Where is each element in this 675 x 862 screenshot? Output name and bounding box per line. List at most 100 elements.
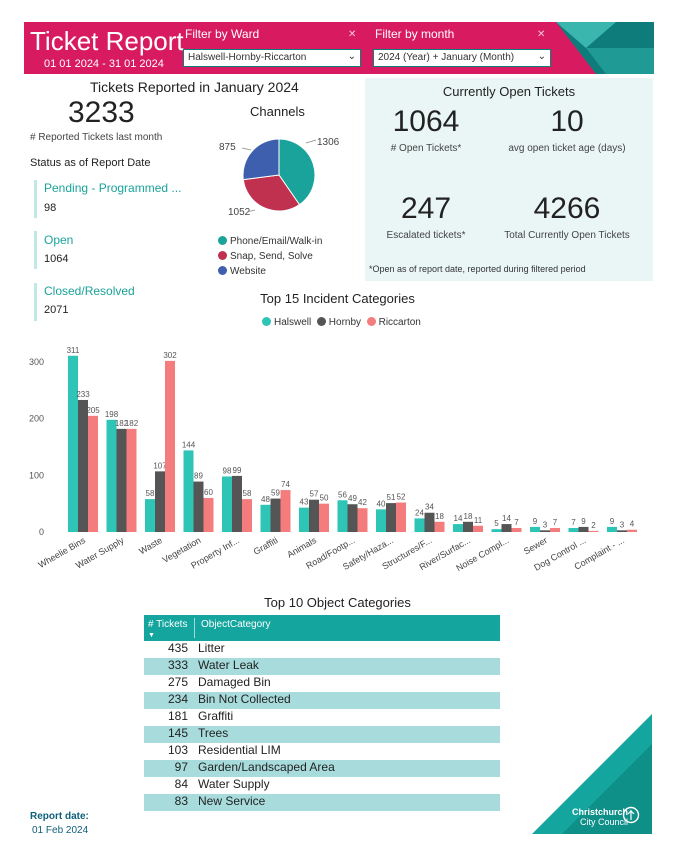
bar-halswell-9[interactable] xyxy=(414,518,425,532)
pie-leader-lines xyxy=(241,139,317,213)
bar-hornby-2[interactable] xyxy=(155,471,165,532)
bar-hornby-4[interactable] xyxy=(232,475,242,532)
table-row[interactable]: 181 Graffiti xyxy=(144,709,500,726)
bar-riccarton-14[interactable] xyxy=(627,529,637,532)
bar-halswell-5[interactable] xyxy=(260,504,271,532)
bar-riccarton-4[interactable] xyxy=(242,499,252,532)
bar-riccarton-13[interactable] xyxy=(588,530,599,532)
bar-halswell-4[interactable] xyxy=(222,476,232,532)
bar-riccarton-2[interactable] xyxy=(165,360,175,532)
data-label: 58 xyxy=(146,489,155,498)
bar-halswell-12[interactable] xyxy=(530,526,540,532)
legend-item-website[interactable]: Website xyxy=(218,264,322,279)
bar-halswell-10[interactable] xyxy=(453,524,463,532)
legend-item-riccarton[interactable]: Riccarton xyxy=(366,317,421,328)
month-filter-clear-icon[interactable]: ✕ xyxy=(537,29,546,40)
sort-desc-icon[interactable]: ▼ xyxy=(148,632,155,639)
bar-hornby-10[interactable] xyxy=(463,521,473,532)
cell-category: Residential LIM xyxy=(198,743,281,757)
legend-item-phone[interactable]: Phone/Email/Walk-in xyxy=(218,234,322,249)
bar-riccarton-7[interactable] xyxy=(357,508,368,532)
y-tick-label: 0 xyxy=(39,527,44,537)
column-header-category[interactable]: ObjectCategory xyxy=(195,615,270,641)
bar-hornby-0[interactable] xyxy=(78,399,88,532)
bar-riccarton-0[interactable] xyxy=(88,415,98,532)
legend-item-halswell[interactable]: Halswell xyxy=(262,317,311,328)
bar-halswell-7[interactable] xyxy=(337,500,348,532)
table-row[interactable]: 234 Bin Not Collected xyxy=(144,692,500,709)
legend-item-snap[interactable]: Snap, Send, Solve xyxy=(218,249,322,264)
legend-label: Hornby xyxy=(328,317,362,328)
status-value-pending: 98 xyxy=(44,202,57,214)
bar-riccarton-6[interactable] xyxy=(319,503,329,532)
cell-category: Water Leak xyxy=(198,658,259,672)
bar-riccarton-8[interactable] xyxy=(396,502,406,532)
bar-hornby-7[interactable] xyxy=(347,504,358,532)
pie-slice-2[interactable] xyxy=(242,138,280,181)
data-label: 9 xyxy=(533,517,538,526)
bar-hornby-8[interactable] xyxy=(386,503,396,532)
bar-hornby-12[interactable] xyxy=(540,530,550,532)
ward-filter-clear-icon[interactable]: ✕ xyxy=(348,29,357,40)
legend-item-hornby[interactable]: Hornby xyxy=(316,317,362,328)
bar-hornby-6[interactable] xyxy=(309,499,319,532)
table-row[interactable]: 84 Water Supply xyxy=(144,777,500,794)
bar-hornby-1[interactable] xyxy=(116,428,127,532)
cell-count: 275 xyxy=(167,675,188,689)
ward-filter-select[interactable]: Halswell-Hornby-Riccarton ⌄ xyxy=(183,49,361,67)
bar-riccarton-5[interactable] xyxy=(280,490,291,532)
bar-riccarton-1[interactable] xyxy=(126,428,137,532)
data-label: 3 xyxy=(543,520,548,529)
table-row[interactable]: 145 Trees xyxy=(144,726,500,743)
bar-halswell-11[interactable] xyxy=(491,529,502,532)
bar-hornby-9[interactable] xyxy=(424,512,435,532)
status-value-closed: 2071 xyxy=(44,304,69,316)
cell-category: Trees xyxy=(198,726,229,740)
data-label: 42 xyxy=(358,498,367,507)
bar-hornby-3[interactable] xyxy=(193,481,204,532)
bar-halswell-3[interactable] xyxy=(183,450,194,532)
bar-hornby-11[interactable] xyxy=(501,524,512,532)
pie-slice-0[interactable] xyxy=(278,138,316,206)
table-row[interactable]: 333 Water Leak xyxy=(144,658,500,675)
table-row[interactable]: 275 Damaged Bin xyxy=(144,675,500,692)
legend-dot xyxy=(262,317,271,326)
pie-slice-1[interactable] xyxy=(242,174,301,212)
bar-hornby-5[interactable] xyxy=(270,498,281,532)
data-label: 7 xyxy=(553,518,558,527)
cell-count: 333 xyxy=(167,658,188,672)
bar-halswell-8[interactable] xyxy=(376,509,386,532)
bar-halswell-1[interactable] xyxy=(106,419,117,532)
bar-hornby-14[interactable] xyxy=(617,530,627,532)
bar-halswell-14[interactable] xyxy=(607,526,617,532)
bar-riccarton-12[interactable] xyxy=(550,528,560,532)
bar-halswell-13[interactable] xyxy=(568,528,579,532)
pie-label-snap: 1052 xyxy=(228,207,251,218)
table-row[interactable]: 83 New Service xyxy=(144,794,500,811)
data-label: 198 xyxy=(105,410,119,419)
bar-riccarton-9[interactable] xyxy=(434,521,445,532)
data-label: 18 xyxy=(464,512,473,521)
bar-riccarton-11[interactable] xyxy=(511,528,522,532)
data-label: 182 xyxy=(115,419,129,428)
table-row[interactable]: 103 Residential LIM xyxy=(144,743,500,760)
bar-hornby-13[interactable] xyxy=(578,526,589,532)
data-label: 40 xyxy=(377,499,386,508)
data-label: 58 xyxy=(243,489,252,498)
bar-riccarton-3[interactable] xyxy=(203,498,214,532)
table-row[interactable]: 97 Garden/Landscaped Area xyxy=(144,760,500,777)
status-bar-closed xyxy=(34,283,37,321)
total-open-value: 4266 xyxy=(533,192,601,225)
bar-halswell-6[interactable] xyxy=(299,507,309,532)
bar-halswell-2[interactable] xyxy=(145,499,155,532)
cell-category: Damaged Bin xyxy=(198,675,271,689)
status-label-closed: Closed/Resolved xyxy=(44,284,135,298)
bar-halswell-0[interactable] xyxy=(68,355,78,532)
month-filter-select[interactable]: 2024 (Year) + January (Month) ⌄ xyxy=(373,49,551,67)
open-count-caption: # Open Tickets* xyxy=(390,143,462,154)
data-label: 18 xyxy=(435,512,444,521)
table-row[interactable]: 435 Litter xyxy=(144,641,500,658)
data-label: 57 xyxy=(310,490,319,499)
bar-riccarton-10[interactable] xyxy=(473,525,483,532)
column-header-count[interactable]: # Tickets xyxy=(144,615,194,641)
